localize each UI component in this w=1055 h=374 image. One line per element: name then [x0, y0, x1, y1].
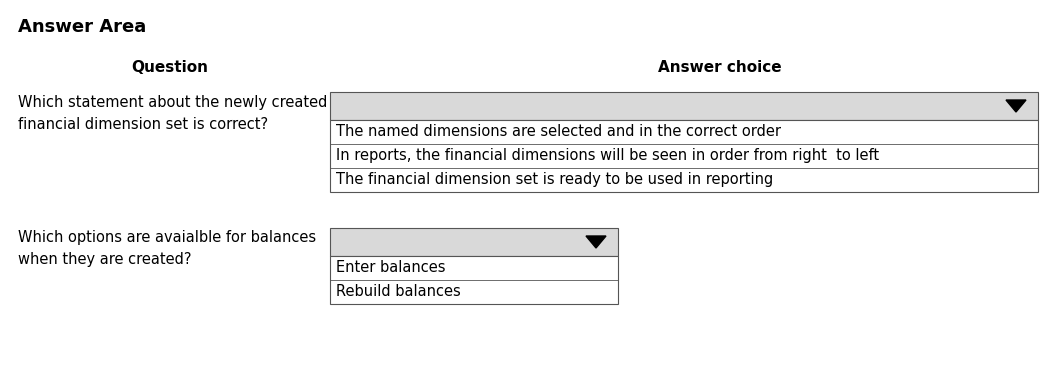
Polygon shape [1006, 100, 1027, 112]
Bar [330, 92, 1038, 120]
Bar [330, 256, 618, 304]
Text: Which statement about the newly created
financial dimension set is correct?: Which statement about the newly created … [18, 95, 327, 132]
Bar [330, 120, 1038, 192]
Text: In reports, the financial dimensions will be seen in order from right  to left: In reports, the financial dimensions wil… [335, 148, 879, 163]
Bar [330, 228, 618, 256]
Text: Rebuild balances: Rebuild balances [335, 284, 461, 299]
Text: The financial dimension set is ready to be used in reporting: The financial dimension set is ready to … [335, 172, 773, 187]
Polygon shape [586, 236, 606, 248]
Text: Answer Area: Answer Area [18, 18, 147, 36]
Text: The named dimensions are selected and in the correct order: The named dimensions are selected and in… [335, 124, 781, 139]
Text: Answer choice: Answer choice [658, 60, 782, 75]
Text: Enter balances: Enter balances [335, 260, 445, 275]
Text: Which options are avaialble for balances
when they are created?: Which options are avaialble for balances… [18, 230, 316, 267]
Text: Question: Question [132, 60, 209, 75]
